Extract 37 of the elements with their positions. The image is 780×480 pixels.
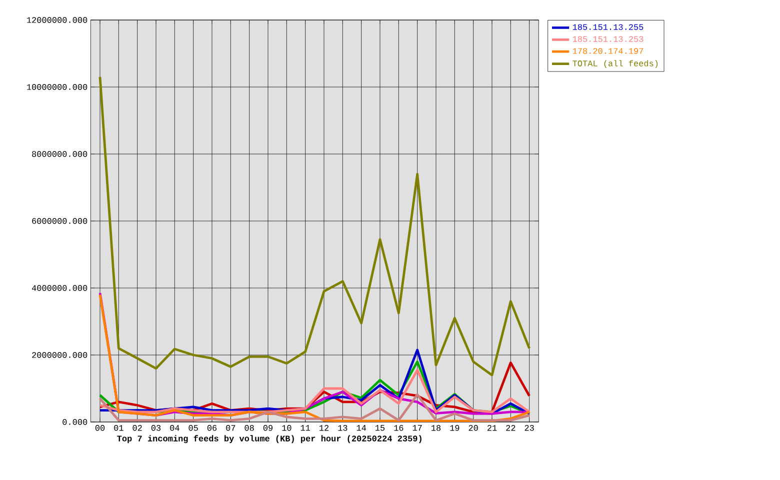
x-tick-label: 11 bbox=[300, 425, 310, 431]
x-tick-label: 15 bbox=[376, 425, 385, 431]
legend-label: 178.20.174.197 bbox=[572, 48, 644, 54]
y-tick-label: 0.000 bbox=[62, 419, 88, 425]
x-tick-label: 16 bbox=[394, 425, 404, 431]
x-tick-label: 05 bbox=[188, 425, 198, 431]
x-tick-label: 23 bbox=[524, 425, 534, 431]
x-tick-label: 17 bbox=[412, 425, 422, 431]
x-tick-label: 01 bbox=[114, 425, 124, 431]
x-tick-label: 10 bbox=[282, 425, 292, 431]
x-tick-label: 14 bbox=[356, 425, 366, 431]
text: Top 7 incoming feeds by volume (KB) per hour (20250224 2359) bbox=[117, 435, 422, 444]
x-tick-label: 03 bbox=[151, 425, 161, 431]
y-tick-label: 2000000.000 bbox=[32, 352, 88, 358]
x-tick-label: 21 bbox=[487, 425, 497, 431]
y-tick-label: 10000000.000 bbox=[27, 84, 88, 90]
x-tick-label: 09 bbox=[263, 425, 273, 431]
x-tick-label: 04 bbox=[170, 425, 180, 431]
y-tick-label: 6000000.000 bbox=[32, 218, 88, 224]
x-tick-label: 08 bbox=[244, 425, 254, 431]
y-tick-label: 8000000.000 bbox=[32, 151, 88, 157]
x-tick-label: 18 bbox=[432, 425, 441, 431]
x-tick-label: 02 bbox=[132, 425, 142, 431]
x-tick-label: 20 bbox=[468, 425, 478, 431]
x-tick-label: 07 bbox=[226, 425, 236, 431]
x-tick-label: 13 bbox=[338, 425, 348, 431]
x-tick-label: 06 bbox=[207, 425, 217, 431]
line-series bbox=[98, 76, 531, 376]
x-tick-label: 22 bbox=[506, 425, 516, 431]
legend-label: TOTAL (all feeds) bbox=[572, 60, 658, 68]
x-tick-label: 19 bbox=[450, 425, 460, 431]
y-tick-label: 4000000.000 bbox=[32, 285, 88, 291]
x-tick-label: 12 bbox=[320, 425, 328, 431]
legend-label: 185.151.13.253 bbox=[572, 36, 644, 42]
x-tick-label: 00 bbox=[95, 425, 105, 431]
y-tick-label: 12000000.000 bbox=[27, 17, 88, 23]
legend-label: 185.151.13.255 bbox=[572, 24, 644, 30]
